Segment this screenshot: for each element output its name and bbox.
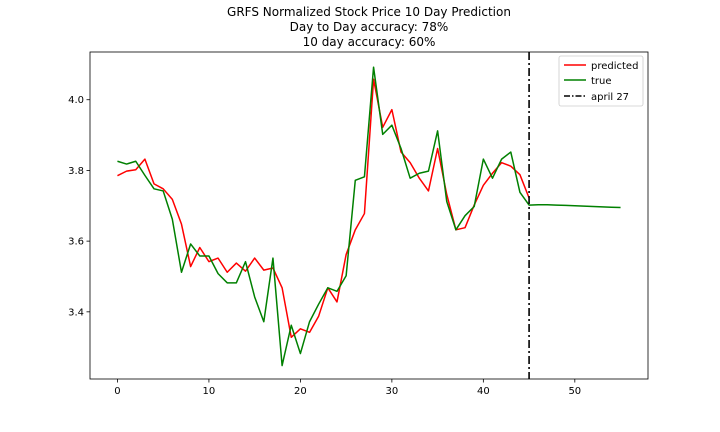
chart-title-line-2: Day to Day accuracy: 78% (290, 20, 449, 34)
y-tick-label: 3.6 (68, 237, 84, 248)
chart-title: GRFS Normalized Stock Price 10 Day Predi… (227, 5, 511, 49)
y-tick-label: 3.8 (68, 166, 84, 177)
y-tick-label: 4.0 (68, 95, 84, 106)
x-tick-label: 20 (294, 386, 307, 397)
legend-true-label: true (591, 76, 612, 87)
legend-april-27-label: april 27 (591, 92, 629, 103)
legend: predicted true april 27 (558, 55, 644, 107)
x-tick-label: 0 (114, 386, 120, 397)
legend-predicted-label: predicted (591, 61, 638, 72)
y-axis: 3.4 3.6 3.8 4.0 (68, 95, 90, 318)
chart-title-line-1: GRFS Normalized Stock Price 10 Day Predi… (227, 5, 511, 19)
x-tick-label: 40 (477, 386, 490, 397)
x-tick-label: 30 (386, 386, 399, 397)
chart-title-line-3: 10 day accuracy: 60% (303, 35, 436, 49)
plot-frame (89, 51, 649, 380)
x-axis: 0 10 20 30 40 50 (114, 379, 581, 397)
series-line-predicted (117, 78, 530, 339)
y-tick-label: 3.4 (68, 307, 84, 318)
plot-area (117, 52, 621, 379)
series-line-true (117, 66, 621, 367)
x-tick-label: 50 (568, 386, 581, 397)
x-tick-label: 10 (203, 386, 216, 397)
legend-box (558, 55, 644, 107)
